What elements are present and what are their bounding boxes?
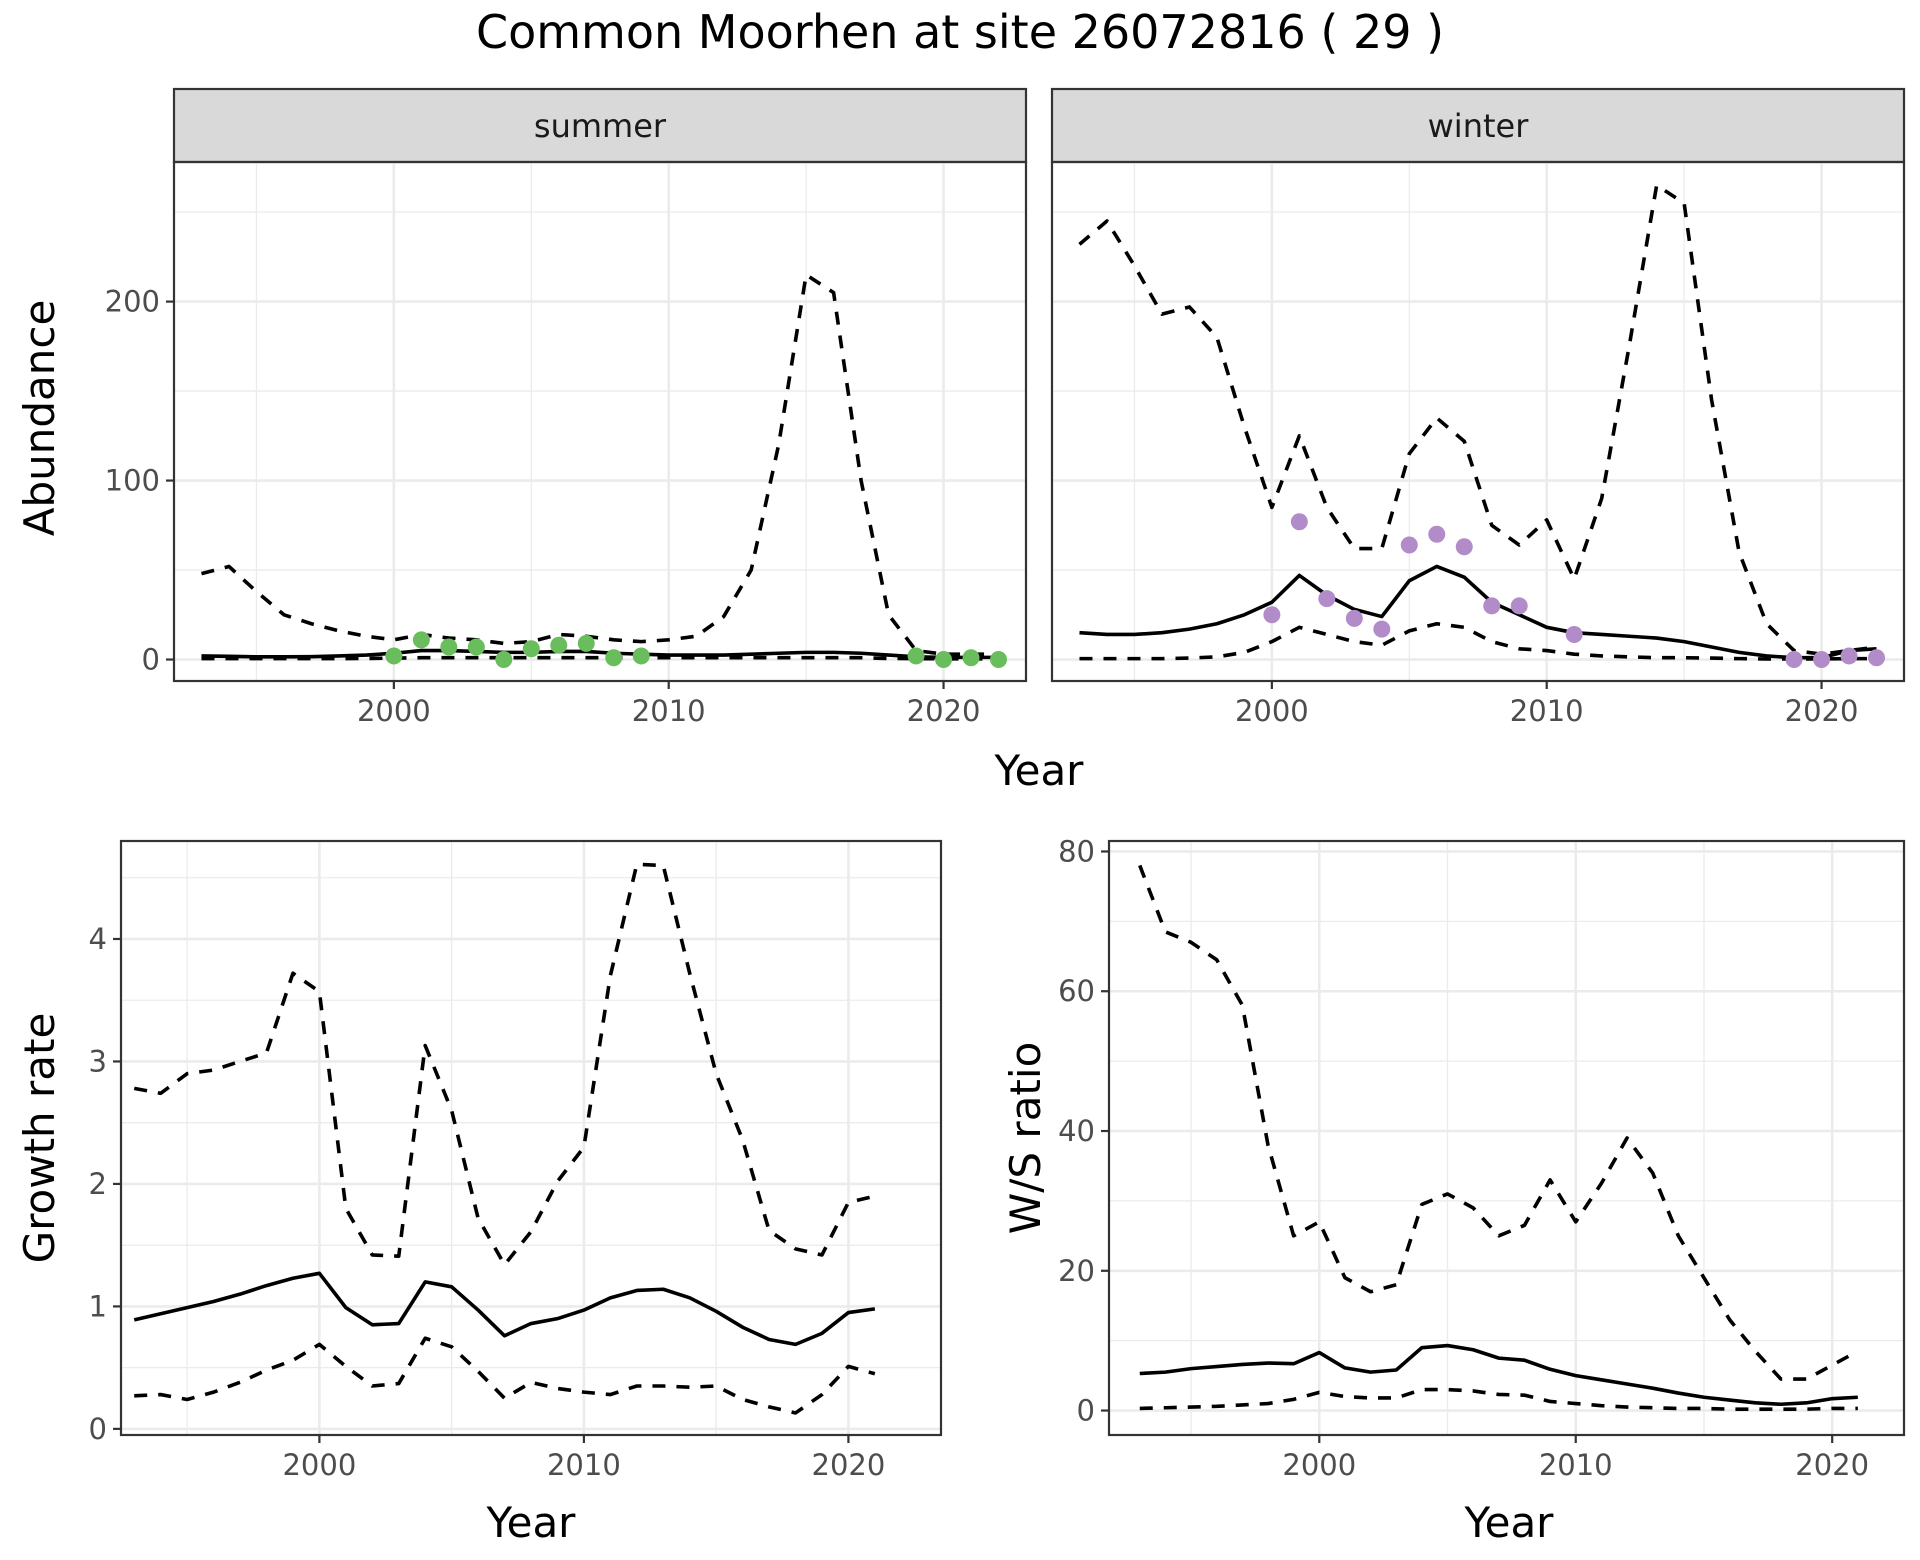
winter-observed-point — [1345, 609, 1363, 627]
panel-ws-ratio: 2000 2010 2020 0 20 40 60 80 — [1058, 834, 1906, 1482]
growth-x-tick-label: 2010 — [547, 1448, 621, 1482]
strip-winter: winter — [1050, 87, 1906, 164]
growth-panel-border — [119, 839, 943, 1437]
ws-upper-line — [1138, 864, 1859, 1381]
growth-x-axis-title: Year — [486, 1498, 577, 1547]
summer-observed-point — [440, 638, 458, 656]
summer-mean-line — [201, 648, 999, 660]
winter-lower-line — [1079, 621, 1877, 661]
summer-observed-point — [385, 647, 403, 665]
growth-y-tick-label: 0 — [89, 1412, 107, 1446]
strip-summer-bg — [172, 87, 1028, 164]
summer-y-tick-label: 200 — [105, 285, 160, 319]
winter-observed-point — [1263, 606, 1281, 624]
ws-y-tick-label: 40 — [1058, 1114, 1095, 1148]
abundance-x-axis-title: Year — [994, 746, 1085, 795]
summer-panel-border — [172, 160, 1028, 683]
strip-winter-bg — [1050, 87, 1906, 164]
growth-lower-line — [134, 1336, 876, 1415]
winter-observed-point — [1290, 513, 1308, 531]
growth-y-tick-label: 2 — [89, 1167, 107, 1201]
growth-y-tick-label: 3 — [89, 1044, 107, 1078]
figure-title: Common Moorhen at site 26072816 ( 29 ) — [476, 5, 1444, 59]
ws-mean-line — [1139, 1343, 1858, 1407]
summer-x-tick-label: 2010 — [632, 694, 706, 728]
ws-x-tick-label: 2010 — [1539, 1448, 1613, 1482]
ws-lower-line — [1139, 1387, 1858, 1411]
winter-x-tick-label: 2010 — [1510, 694, 1584, 728]
summer-observed-point — [605, 649, 623, 667]
ws-y-tick-label: 0 — [1077, 1394, 1095, 1428]
summer-y-tick-label: 100 — [105, 464, 160, 498]
strip-winter-label: winter — [1428, 107, 1530, 145]
summer-observed-point — [412, 631, 430, 649]
summer-observed-point — [935, 651, 953, 669]
winter-observed-point — [1813, 651, 1831, 669]
summer-y-tick-label: 0 — [142, 643, 160, 677]
ws-x-tick-label: 2020 — [1795, 1448, 1869, 1482]
winter-upper-line — [1078, 183, 1877, 656]
summer-observed-point — [522, 640, 540, 658]
winter-observed-point — [1428, 525, 1446, 543]
panel-winter: 2000 2010 2020 — [1050, 160, 1906, 728]
panel-growth-rate: 2000 2010 2020 0 1 2 3 4 — [89, 839, 943, 1482]
ws-x-axis-title: Year — [1464, 1498, 1555, 1547]
strip-summer: summer — [172, 87, 1028, 164]
summer-observed-point — [990, 651, 1008, 669]
winter-observed-point — [1455, 538, 1473, 556]
summer-observed-point — [907, 647, 925, 665]
ws-y-tick-label: 20 — [1058, 1254, 1095, 1288]
winter-observed-point — [1840, 647, 1858, 665]
panel-summer: 2000 2010 2020 0 100 200 — [105, 160, 1028, 728]
summer-observed-point — [632, 647, 650, 665]
summer-observed-point — [495, 651, 513, 669]
summer-observed-point — [550, 636, 568, 654]
ws-y-tick-label: 80 — [1058, 834, 1095, 868]
winter-x-tick-label: 2020 — [1785, 694, 1859, 728]
summer-upper-line — [201, 272, 999, 656]
growth-x-tick-label: 2000 — [282, 1448, 356, 1482]
winter-mean-line — [1079, 564, 1877, 660]
winter-observed-point — [1868, 649, 1886, 667]
summer-x-tick-label: 2000 — [357, 694, 431, 728]
growth-upper-line — [133, 862, 876, 1267]
summer-lower-line — [201, 655, 999, 661]
summer-observed-point — [577, 634, 595, 652]
winter-panel-border — [1050, 160, 1906, 683]
summer-x-tick-label: 2020 — [907, 694, 981, 728]
ws-y-tick-label: 60 — [1058, 974, 1095, 1008]
growth-y-tick-label: 4 — [89, 922, 107, 956]
winter-observed-point — [1565, 625, 1583, 643]
winter-observed-point — [1318, 590, 1336, 608]
summer-observed-point — [962, 649, 980, 667]
ws-panel-border — [1107, 839, 1906, 1437]
growth-x-tick-label: 2020 — [812, 1448, 886, 1482]
winter-observed-point — [1373, 620, 1391, 638]
winter-observed-point — [1483, 597, 1501, 615]
strip-summer-label: summer — [534, 107, 667, 145]
winter-observed-point — [1510, 597, 1528, 615]
ws-y-axis-title: W/S ratio — [1001, 1042, 1050, 1235]
summer-observed-point — [467, 638, 485, 656]
winter-x-tick-label: 2000 — [1235, 694, 1309, 728]
ws-x-tick-label: 2000 — [1282, 1448, 1356, 1482]
growth-y-tick-label: 1 — [89, 1289, 107, 1323]
abundance-y-axis-title: Abundance — [15, 300, 64, 537]
winter-observed-point — [1785, 651, 1803, 669]
growth-mean-line — [133, 1271, 876, 1347]
growth-y-axis-title: Growth rate — [15, 1013, 64, 1264]
winter-observed-point — [1400, 536, 1418, 554]
